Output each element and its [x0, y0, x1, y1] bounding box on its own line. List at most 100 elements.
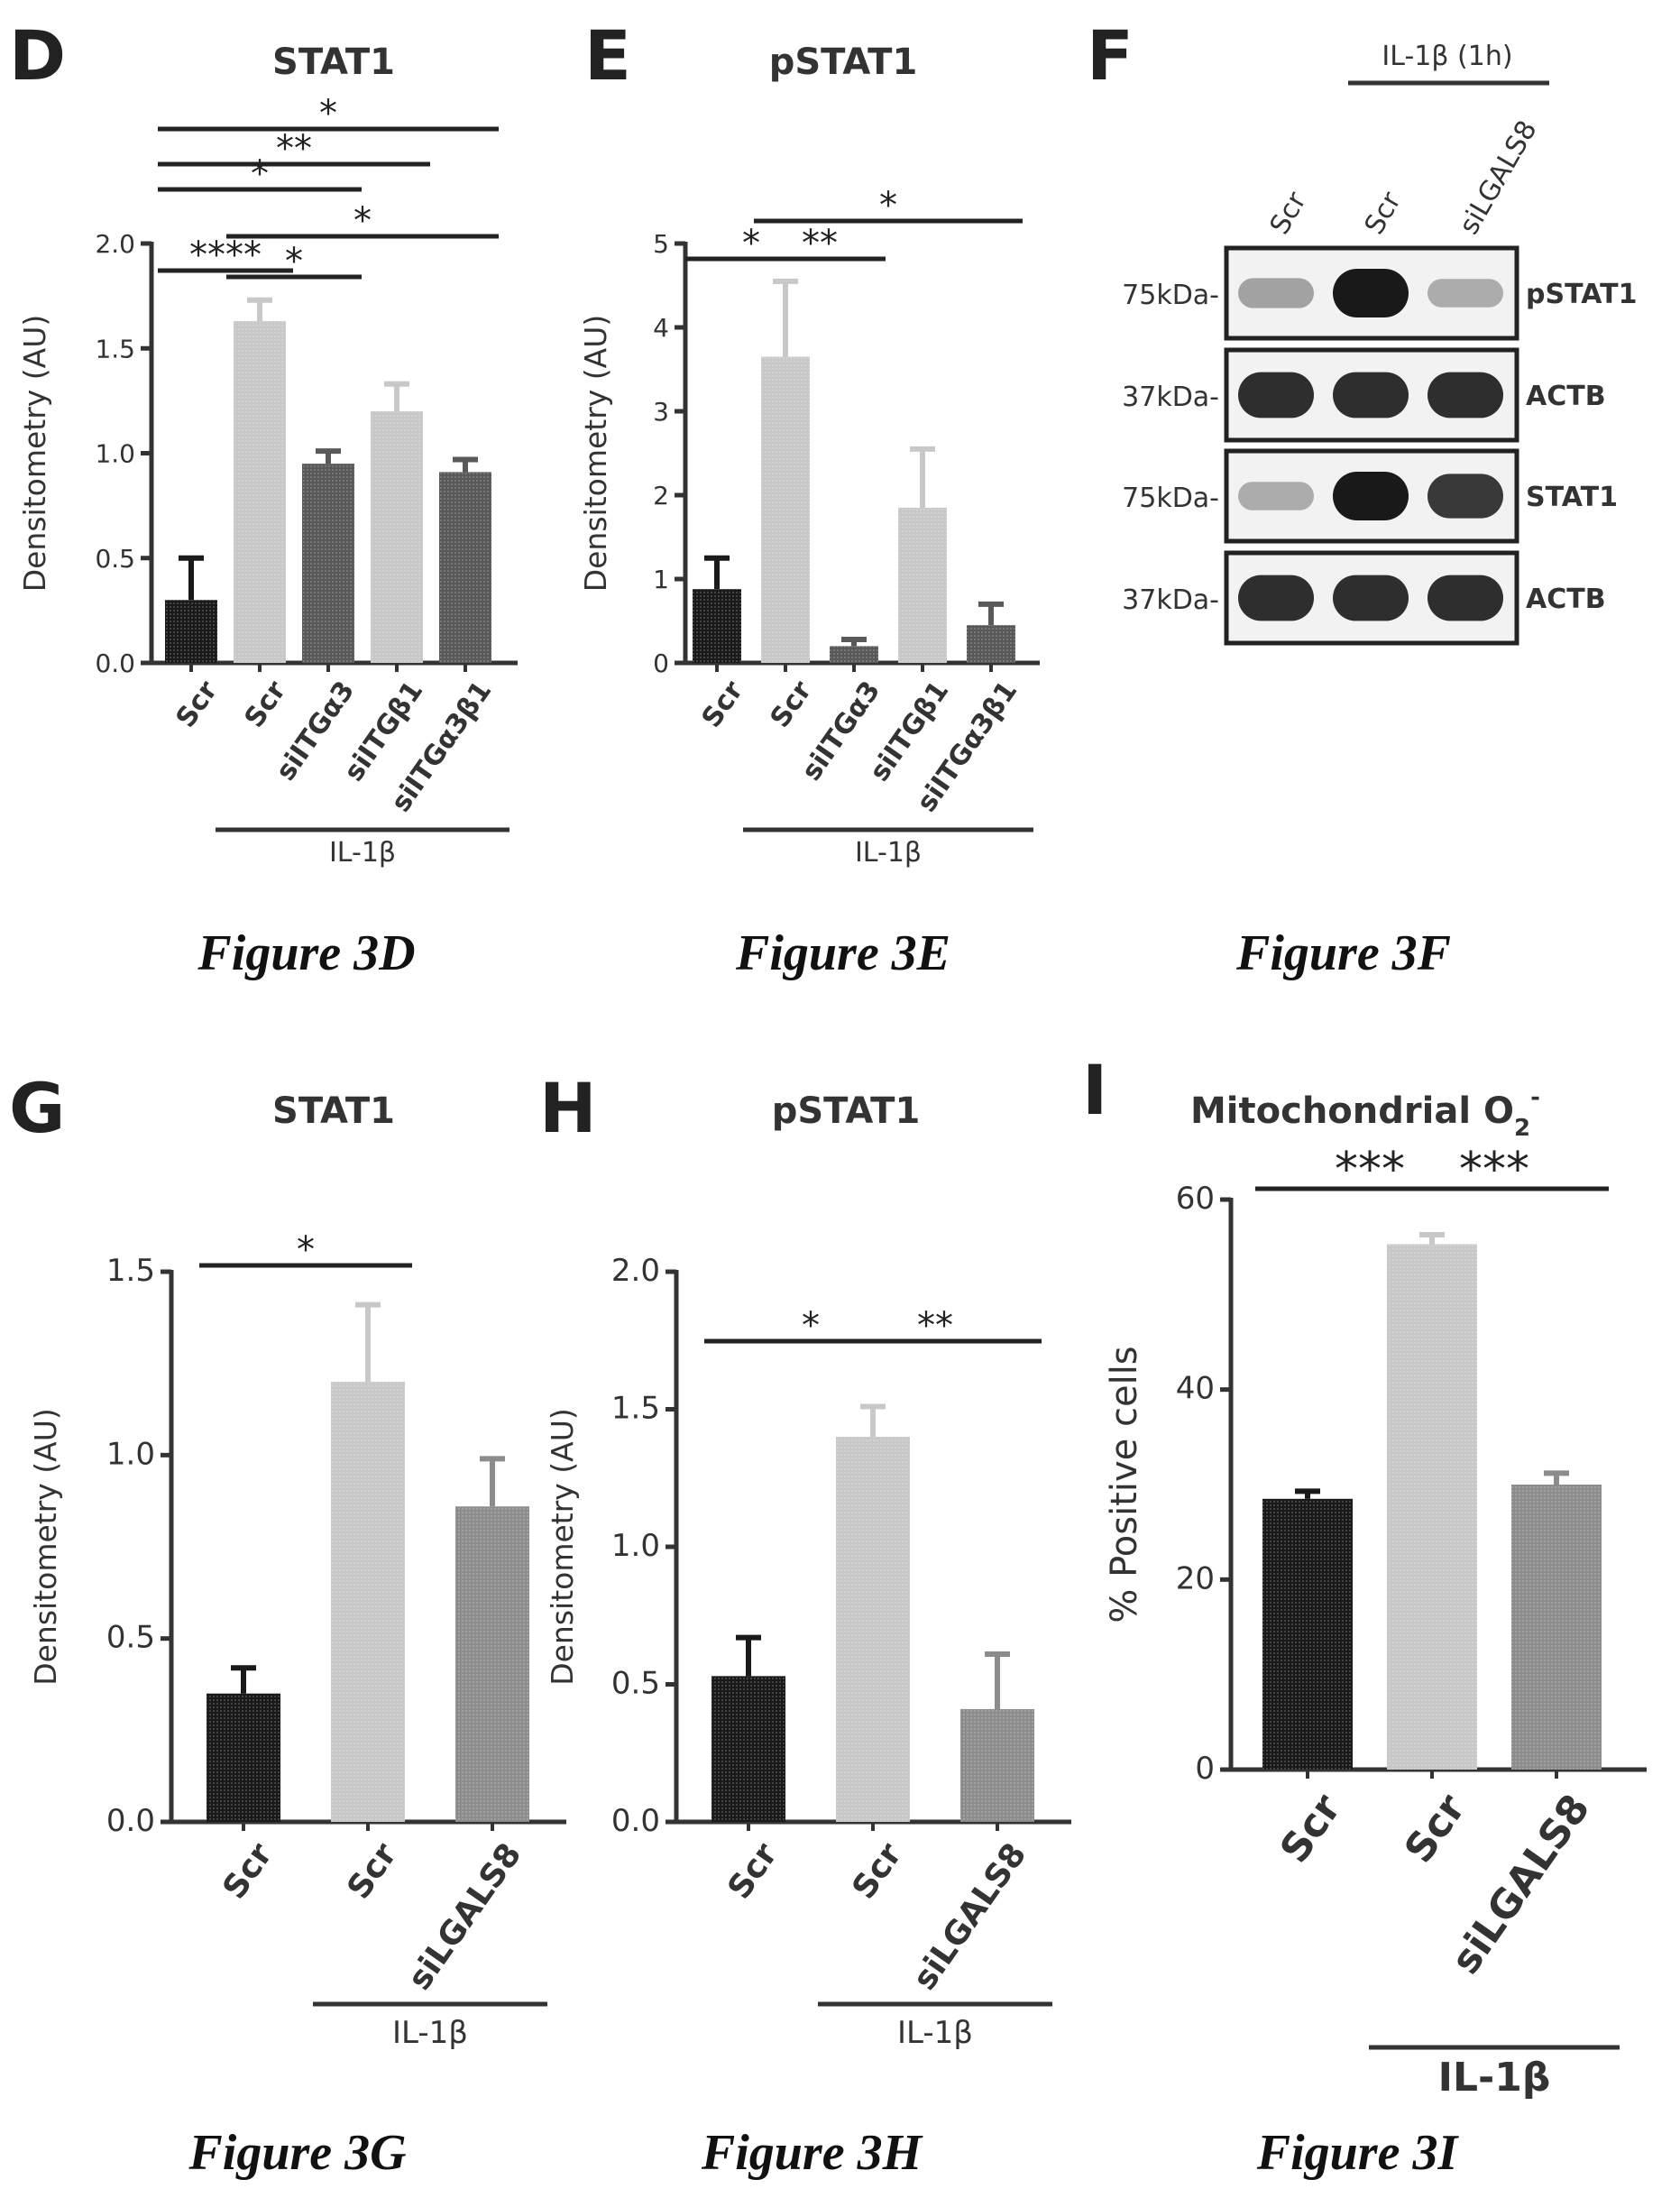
bar-texture: [439, 472, 491, 663]
panel-g-stat1-chart: G STAT1 0.0 0.5 1.0 1.5 Densitometry (AU) Scr…: [9, 1068, 566, 2051]
bar-texture: [898, 507, 947, 663]
y-tick-label: 0.0: [611, 1803, 660, 1839]
y-tick-label: 1.0: [611, 1528, 660, 1564]
y-axis-label: Densitometry (AU): [578, 315, 613, 593]
y-tick-label: 1: [653, 565, 669, 594]
y-tick-label: 1.0: [95, 439, 135, 469]
category-label: Scr: [1396, 1786, 1475, 1872]
y-tick-label: 2: [653, 481, 669, 510]
chart-title-i-main: Mitochondrial O: [1190, 1090, 1514, 1132]
panel-letter-g: G: [9, 1068, 65, 1148]
chart-title-e: pSTAT1: [769, 41, 918, 83]
blot-band: [1238, 372, 1314, 418]
blot-band: [1428, 474, 1503, 519]
panel-i-mitochondrial-chart: I Mitochondrial O2- 0 20 40 60 % Positive ce…: [1082, 1050, 1647, 2101]
y-tick-label: 60: [1176, 1181, 1215, 1217]
y-tick-label: 1.5: [106, 1253, 155, 1289]
bar-texture: [830, 646, 878, 663]
blot-band: [1428, 575, 1503, 621]
blot-mw-label: 75kDa-: [1122, 280, 1219, 311]
category-label: siLGALS8: [401, 1836, 528, 1997]
bar-texture: [960, 1708, 1034, 1822]
chart-title-g: STAT1: [272, 1090, 395, 1132]
bar-texture: [693, 589, 741, 663]
category-label: Scr: [764, 676, 818, 734]
group-label: IL-1β: [855, 837, 922, 869]
significance-label: *: [353, 200, 372, 242]
y-tick-label: 0: [1195, 1751, 1215, 1787]
y-tick-label: 0.5: [95, 544, 135, 574]
significance-label: **: [917, 1305, 953, 1347]
chart-title-i-superscript: -: [1530, 1084, 1540, 1111]
blot-band: [1428, 372, 1503, 418]
bar-texture: [967, 625, 1015, 663]
panel-letter-f: F: [1087, 15, 1134, 96]
panel-d-stat1-chart: D STAT1 0.0 0.5 1.0 1.5 2.0 Densitometry (AU)…: [9, 15, 518, 869]
group-label: IL-1β: [1438, 2055, 1551, 2101]
category-label: siLGALS8: [906, 1836, 1033, 1997]
category-label: Scr: [845, 1836, 909, 1906]
caption-figure-3h: Figure 3H: [701, 2125, 923, 2181]
chart-title-h: pSTAT1: [772, 1090, 921, 1132]
blot-mw-label: 37kDa-: [1122, 382, 1219, 413]
blot-mw-label: 37kDa-: [1122, 584, 1219, 616]
category-label: Scr: [170, 676, 224, 734]
bar-texture: [371, 411, 423, 663]
caption-figure-3f: Figure 3F: [1235, 925, 1451, 981]
panel-h-pstat1-chart: H pSTAT1 0.0 0.5 1.0 1.5 2.0 Densitometry (AU…: [539, 1068, 1071, 2051]
chart-title-i: Mitochondrial O2-: [1190, 1084, 1540, 1142]
bar-texture: [1262, 1498, 1353, 1770]
bar-texture: [761, 356, 810, 663]
blot-protein-label: pSTAT1: [1526, 279, 1637, 310]
y-tick-label: 0.0: [95, 648, 135, 678]
y-tick-label: 1.0: [106, 1436, 155, 1472]
blot-lane-label: Scr: [1359, 186, 1409, 240]
blot-band: [1428, 279, 1503, 308]
panel-letter-d: D: [9, 15, 66, 96]
bar-texture: [165, 600, 217, 663]
bar-texture: [302, 464, 354, 663]
caption-figure-3d: Figure 3D: [197, 925, 415, 981]
y-axis-label: Densitometry (AU): [17, 315, 52, 593]
y-tick-label: 3: [653, 397, 669, 427]
panel-letter-i: I: [1082, 1050, 1107, 1130]
y-tick-label: 1.5: [611, 1391, 660, 1427]
panel-f-western-blot: F IL-1β (1h) Scr Scr siLGALS8 75kDa-pSTAT1…: [1087, 15, 1637, 646]
blot-treatment-label: IL-1β (1h): [1382, 41, 1512, 72]
blot-band: [1333, 472, 1409, 520]
caption-figure-3i: Figure 3I: [1256, 2125, 1460, 2181]
blot-protein-label: STAT1: [1526, 482, 1618, 513]
blot-mw-label: 75kDa-: [1122, 483, 1219, 514]
y-axis-label: Densitometry (AU): [28, 1408, 63, 1686]
group-label: IL-1β: [392, 2015, 468, 2051]
significance-label: *: [297, 1229, 315, 1271]
blot-lane-label: siLGALS8: [1454, 115, 1544, 240]
y-axis-label: % Positive cells: [1104, 1346, 1145, 1623]
category-label: Scr: [238, 676, 292, 734]
y-tick-label: 5: [653, 229, 669, 259]
significance-label: *: [285, 241, 303, 282]
significance-label: ***: [1459, 1143, 1529, 1197]
panel-letter-e: E: [584, 15, 631, 96]
group-label: IL-1β: [329, 837, 396, 869]
significance-label: *: [742, 223, 760, 264]
y-tick-label: 2.0: [95, 229, 135, 259]
chart-title-d: STAT1: [272, 41, 395, 83]
bar-texture: [1387, 1244, 1477, 1770]
bar-texture: [331, 1382, 405, 1822]
bar-texture: [1511, 1485, 1602, 1770]
blot-protein-label: ACTB: [1526, 381, 1606, 412]
bar-texture: [711, 1676, 785, 1822]
blot-band: [1333, 575, 1409, 621]
category-label: Scr: [695, 676, 749, 734]
bar-texture: [455, 1506, 529, 1822]
blot-protein-label: ACTB: [1526, 584, 1606, 615]
category-label: Scr: [340, 1836, 404, 1906]
caption-figure-3e: Figure 3E: [735, 925, 950, 981]
blot-band: [1333, 372, 1409, 418]
category-label: Scr: [721, 1836, 785, 1906]
significance-label: *: [802, 1305, 820, 1347]
panel-letter-h: H: [539, 1068, 597, 1148]
